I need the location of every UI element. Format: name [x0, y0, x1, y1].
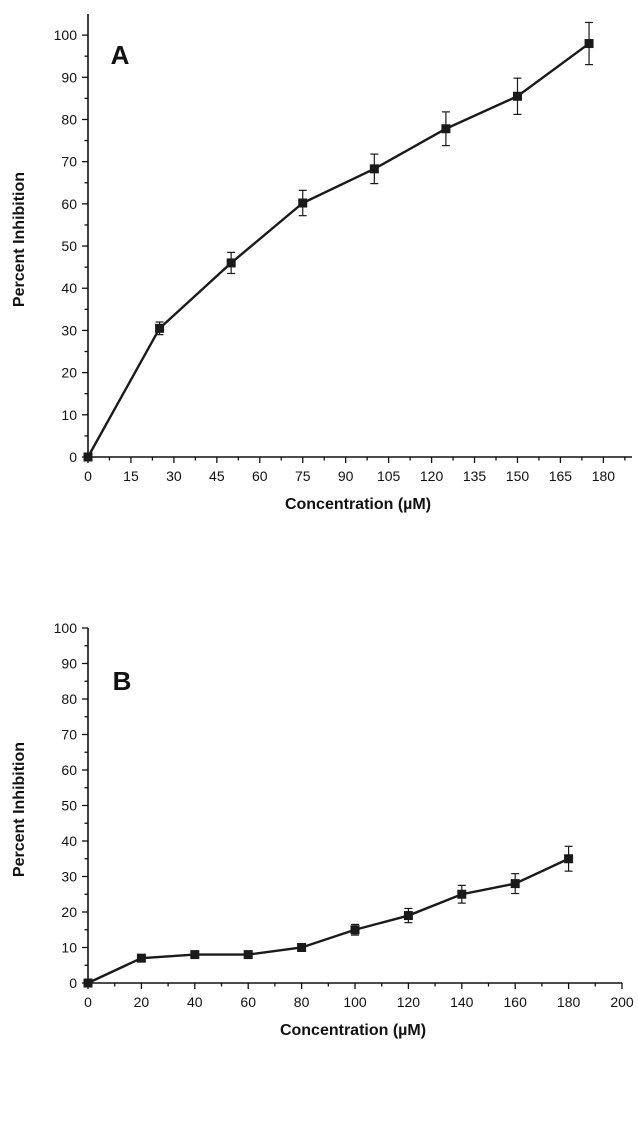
data-point: [83, 978, 93, 988]
x-tick-label: 15: [123, 468, 139, 484]
data-point: [584, 39, 594, 49]
data-point: [297, 943, 307, 952]
x-tick-label: 75: [295, 468, 311, 484]
y-tick-label: 30: [61, 869, 77, 885]
y-tick-label: 70: [61, 154, 77, 170]
data-point: [155, 323, 165, 333]
y-tick-label: 90: [61, 69, 77, 85]
panel-label: B: [113, 666, 132, 696]
data-point: [403, 911, 413, 921]
chart-b: 0 20 40 60 80 100 120 140 160 180 200 0 10 20 30 40 50 60…: [11, 620, 634, 1039]
panel-label: A: [111, 40, 130, 70]
y-tick-label: 90: [61, 656, 77, 672]
x-tick-label: 40: [187, 994, 203, 1010]
y-tick-label: 0: [69, 975, 77, 991]
x-tick-label: 150: [506, 468, 530, 484]
y-tick-label: 80: [61, 691, 77, 707]
y-tick-label: 50: [61, 798, 77, 814]
x-tick-label: 180: [592, 468, 616, 484]
y-tick-label: 100: [54, 620, 78, 636]
data-point: [83, 452, 93, 462]
y-tick-label: 70: [61, 727, 77, 743]
chart-a: 0 15 30 45 60 75 90 105 120 135 150 165 180 0 10 20 30 40…: [11, 14, 632, 513]
y-axis-title: Percent Inhibition: [11, 742, 28, 877]
y-tick-label: 20: [61, 904, 77, 920]
x-tick-label: 160: [504, 994, 528, 1010]
x-axis-title: Concentration (µM): [285, 496, 431, 513]
y-tick-label: 40: [61, 833, 77, 849]
y-tick-label: 40: [61, 280, 77, 296]
data-point: [136, 953, 146, 963]
y-tick-label: 0: [69, 449, 77, 465]
x-tick-label: 0: [84, 468, 92, 484]
data-point: [457, 889, 467, 899]
x-tick-label: 120: [397, 994, 421, 1010]
x-tick-label: 60: [252, 468, 268, 484]
x-tick-label: 180: [557, 994, 581, 1010]
data-point: [190, 950, 200, 960]
y-tick-label: 10: [61, 407, 77, 423]
x-axis-title: Concentration (µM): [280, 1022, 426, 1039]
y-tick-label: 60: [61, 196, 77, 212]
data-point: [350, 925, 360, 935]
x-tick-label: 105: [377, 468, 401, 484]
x-tick-label: 0: [84, 994, 92, 1010]
data-point: [564, 854, 574, 864]
y-tick-label: 100: [54, 27, 78, 43]
data-point: [369, 164, 379, 174]
x-tick-label: 200: [610, 994, 634, 1010]
x-tick-label: 60: [240, 994, 256, 1010]
x-tick-label: 80: [294, 994, 310, 1010]
x-tick-label: 100: [343, 994, 367, 1010]
x-tick-label: 135: [463, 468, 487, 484]
data-point: [243, 950, 253, 960]
x-tick-label: 140: [450, 994, 474, 1010]
y-axis-title: Percent Inhibition: [11, 172, 28, 307]
y-tick-label: 20: [61, 365, 77, 381]
x-tick-label: 30: [166, 468, 182, 484]
y-tick-label: 80: [61, 111, 77, 127]
data-point: [441, 124, 451, 134]
y-tick-label: 10: [61, 940, 77, 956]
data-point: [510, 879, 520, 889]
x-tick-label: 45: [209, 468, 225, 484]
series-line: [86, 42, 590, 458]
y-tick-label: 30: [61, 322, 77, 338]
x-tick-label: 90: [338, 468, 354, 484]
y-tick-label: 50: [61, 238, 77, 254]
data-point: [512, 91, 522, 101]
x-tick-label: 165: [549, 468, 573, 484]
x-tick-label: 20: [134, 994, 150, 1010]
x-tick-label: 120: [420, 468, 444, 484]
data-point: [226, 258, 236, 268]
series-line: [87, 857, 570, 985]
y-tick-label: 60: [61, 762, 77, 778]
data-point: [298, 198, 308, 208]
